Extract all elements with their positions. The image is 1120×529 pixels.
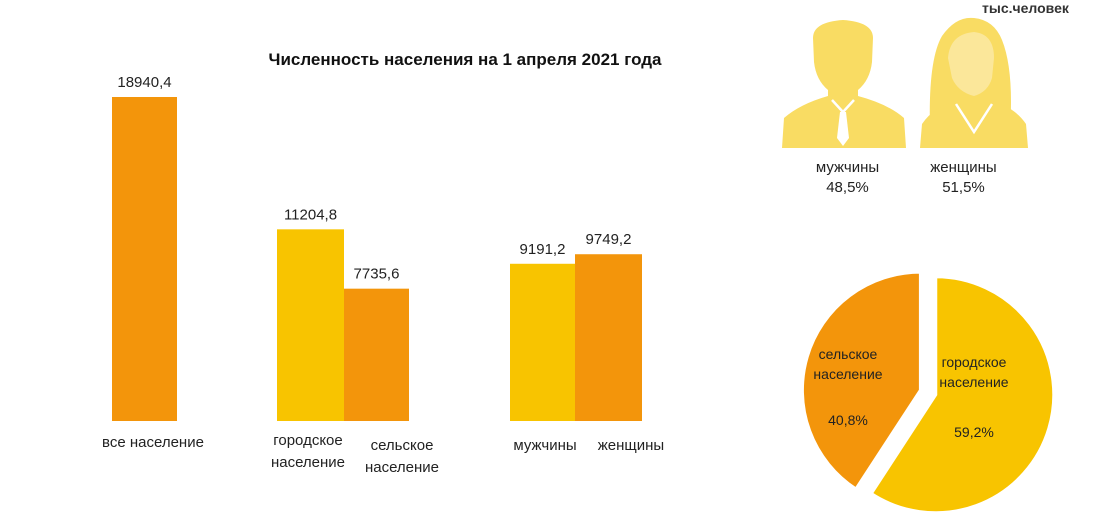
bar-value-label: 9749,2 — [586, 231, 632, 248]
pie-slice-label: сельское население — [813, 346, 882, 382]
bar — [510, 263, 575, 421]
pie-slice — [869, 275, 1056, 515]
gender-icons — [782, 17, 1028, 148]
women-percent: 51,5% — [942, 179, 985, 196]
woman-silhouette-icon — [920, 17, 1028, 148]
bar — [277, 229, 344, 421]
bar-value-label: 7735,6 — [354, 266, 400, 283]
category-label: мужчины — [513, 437, 576, 454]
category-label: женщины — [598, 437, 664, 454]
category-label: городское население — [271, 432, 345, 471]
pie-percent-label: 40,8% — [828, 412, 868, 428]
man-silhouette-icon — [782, 20, 906, 148]
pie-slice-label: городское население — [939, 354, 1008, 390]
women-stat: женщины 51,5% — [916, 158, 1011, 198]
category-label: все население — [102, 434, 204, 451]
pie-slice — [800, 270, 922, 492]
men-percent: 48,5% — [826, 179, 869, 196]
pie-chart: сельское население 40,8% городское население… — [800, 270, 1056, 515]
bar-value-label: 18940,4 — [117, 74, 171, 91]
category-label: сельское население — [365, 437, 439, 476]
units-label: тыс.человек — [982, 0, 1069, 16]
men-stat: мужчины 48,5% — [800, 158, 895, 198]
women-label: женщины — [930, 159, 997, 176]
pie-percent-label: 59,2% — [954, 424, 994, 440]
bar — [112, 97, 177, 421]
bar-value-label: 9191,2 — [520, 241, 566, 258]
bar — [575, 254, 642, 421]
bar — [344, 288, 409, 421]
bar-chart: Численность населения на 1 апреля 2021 г… — [102, 50, 664, 476]
chart-title: Численность населения на 1 апреля 2021 г… — [269, 50, 663, 69]
men-label: мужчины — [815, 159, 880, 176]
bar-value-label: 11204,8 — [284, 206, 337, 223]
